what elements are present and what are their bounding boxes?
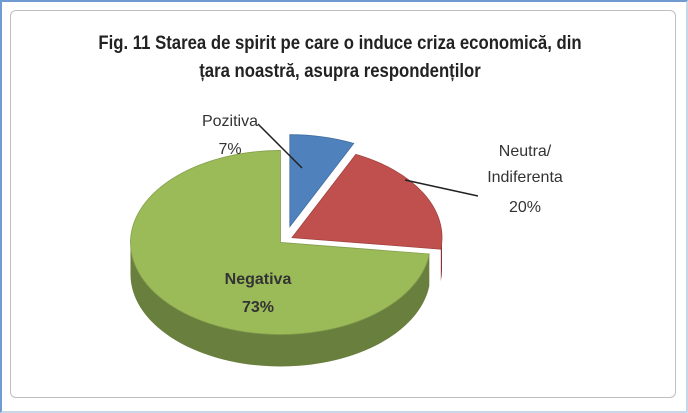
value-label: 20% [509, 199, 541, 216]
category-label: Neutra/Indiferenta [487, 143, 563, 186]
value-label: 73% [242, 299, 274, 316]
category-label: Pozitiva [202, 113, 258, 130]
chart-title: Fig. 11 Starea de spirit pe care o induc… [98, 33, 582, 82]
chart-area [10, 10, 676, 398]
leader-line [257, 123, 303, 169]
value-label: 7% [218, 141, 241, 158]
category-label-line: Neutra/ [499, 143, 552, 160]
slice [130, 150, 430, 335]
slice [291, 153, 443, 250]
leader-line [404, 179, 479, 197]
slice-side [130, 242, 430, 367]
category-label: Negativa [225, 271, 292, 288]
slice [289, 134, 355, 228]
category-label-line: Indiferenta [487, 169, 563, 186]
